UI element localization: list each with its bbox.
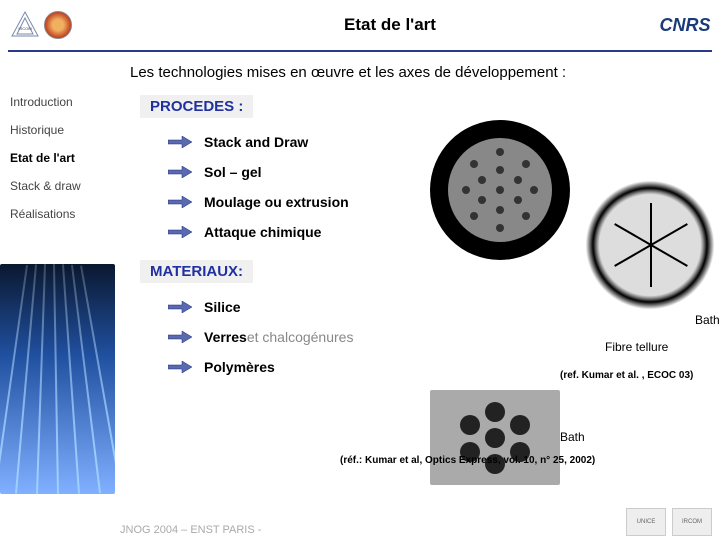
- arrow-icon: [168, 166, 192, 178]
- cnrs-text: CNRS: [660, 15, 711, 36]
- sidebar-item-historique[interactable]: Historique: [10, 123, 120, 137]
- title-area: Etat de l'art: [120, 15, 660, 35]
- item-text: Polymères: [204, 359, 275, 375]
- caption-bath1: Bath: [695, 313, 720, 327]
- ircom-footer-logo-icon: IRCOM: [672, 508, 712, 536]
- item-text: Silice: [204, 299, 241, 315]
- svg-text:IRCOM: IRCOM: [18, 26, 31, 31]
- arrow-icon: [168, 196, 192, 208]
- cnrs-logo: CNRS: [660, 5, 710, 45]
- footer-logos: UNICE IRCOM: [626, 508, 712, 536]
- logo-left-group: IRCOM: [10, 5, 120, 45]
- item-text-pre: Verres: [204, 329, 247, 345]
- lpmc-logo-icon: [44, 11, 72, 39]
- header: IRCOM Etat de l'art CNRS: [0, 0, 720, 50]
- fiber-illustration: [0, 264, 115, 494]
- item-text: Sol – gel: [204, 164, 262, 180]
- arrow-icon: [168, 361, 192, 373]
- procedes-item-1: Stack and Draw: [168, 134, 710, 150]
- sidebar-item-realisations[interactable]: Réalisations: [10, 207, 120, 221]
- figure-tellure-fiber-icon: [430, 390, 560, 485]
- caption-bath2: Bath: [560, 430, 585, 444]
- item-text: Moulage ou extrusion: [204, 194, 349, 210]
- arrow-icon: [168, 301, 192, 313]
- sidebar-item-introduction[interactable]: Introduction: [10, 95, 120, 109]
- arrow-icon: [168, 226, 192, 238]
- procedes-heading: PROCEDES :: [140, 95, 253, 118]
- item-text-post: et chalcogénures: [247, 329, 354, 345]
- ref-ecoc: (ref. Kumar et al. , ECOC 03): [560, 370, 693, 381]
- sidebar-item-etat[interactable]: Etat de l'art: [10, 151, 120, 165]
- arrow-icon: [168, 331, 192, 343]
- item-text: Attaque chimique: [204, 224, 321, 240]
- figure-spoked-fiber-icon: [585, 180, 715, 310]
- footer-text: JNOG 2004 – ENST PARIS -: [120, 524, 261, 536]
- ref-optics-express: (réf.: Kumar et al, Optics Express, vol.…: [340, 455, 595, 466]
- item-text: Stack and Draw: [204, 134, 308, 150]
- page-title: Etat de l'art: [344, 15, 436, 34]
- sidebar-item-stack[interactable]: Stack & draw: [10, 179, 120, 193]
- materiaux-heading: MATERIAUX:: [140, 260, 253, 283]
- subtitle: Les technologies mises en œuvre et les a…: [0, 52, 720, 89]
- sidebar: Introduction Historique Etat de l'art St…: [0, 89, 120, 389]
- figure-stack-draw-icon: [430, 120, 570, 260]
- caption-fibre: Fibre tellure: [605, 340, 668, 354]
- ircom-logo-icon: IRCOM: [10, 10, 40, 40]
- arrow-icon: [168, 136, 192, 148]
- unice-logo-icon: UNICE: [626, 508, 666, 536]
